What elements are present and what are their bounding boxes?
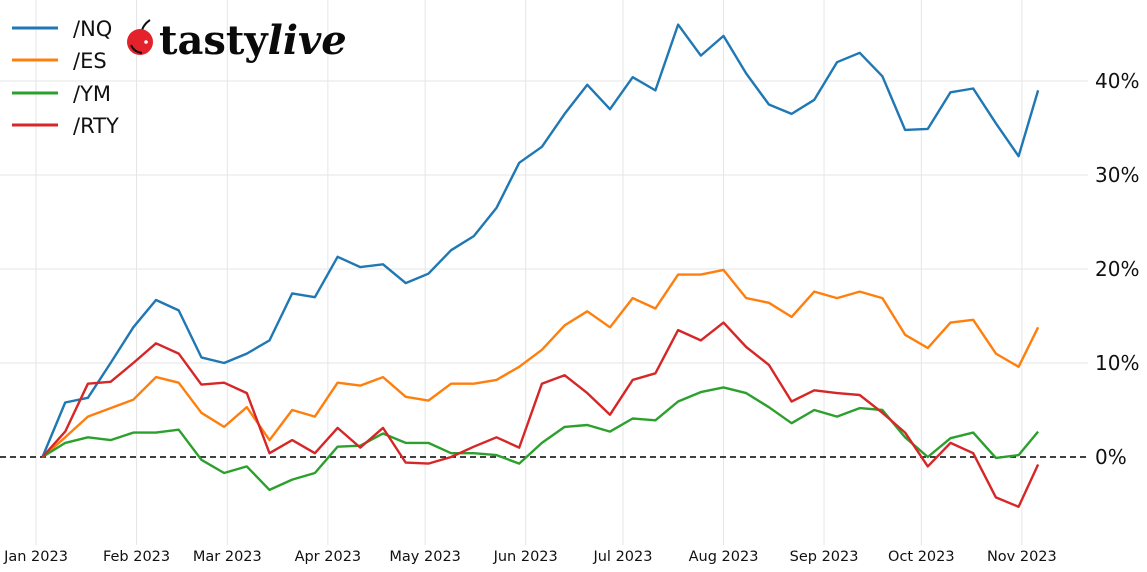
x-tick-label: Apr 2023 <box>295 549 362 565</box>
y-axis-ticks: 0% 10% 20% 30% 40% <box>1095 69 1139 469</box>
series-nq <box>41 23 1040 458</box>
x-tick-label: Jun 2023 <box>493 549 558 565</box>
series-line-nq <box>41 23 1040 458</box>
legend-item-nq: /NQ <box>12 17 112 41</box>
x-tick-label: May 2023 <box>389 549 461 565</box>
x-tick-label: Aug 2023 <box>689 549 759 565</box>
y-tick-label: 10% <box>1095 351 1139 375</box>
series-line-rty <box>41 321 1040 508</box>
cherry-icon <box>127 19 153 55</box>
series-line-ym <box>41 386 1040 492</box>
x-axis-ticks: Jan 2023 Feb 2023 Mar 2023 Apr 2023 May 2023… <box>3 549 1057 565</box>
legend-label-nq: /NQ <box>73 17 112 41</box>
series-line-es <box>41 268 1040 458</box>
legend: /NQ /ES /YM /RTY <box>12 17 119 138</box>
legend-item-es: /ES <box>12 49 107 73</box>
legend-item-rty: /RTY <box>12 114 119 138</box>
y-tick-label: 0% <box>1095 445 1127 469</box>
x-tick-label: Feb 2023 <box>103 549 170 565</box>
series-lines <box>41 23 1040 508</box>
y-tick-label: 20% <box>1095 257 1139 281</box>
legend-label-ym: /YM <box>73 82 111 106</box>
series-ym <box>41 386 1040 492</box>
x-tick-label: Jan 2023 <box>3 549 68 565</box>
x-tick-label: Jul 2023 <box>592 549 652 565</box>
y-tick-label: 30% <box>1095 163 1139 187</box>
x-tick-label: Nov 2023 <box>987 549 1057 565</box>
legend-label-rty: /RTY <box>73 114 119 138</box>
legend-label-es: /ES <box>73 49 107 73</box>
x-tick-label: Oct 2023 <box>888 549 955 565</box>
logo-wordmark: tastylive <box>159 17 347 64</box>
y-tick-label: 40% <box>1095 69 1139 93</box>
legend-item-ym: /YM <box>12 82 111 106</box>
series-rty <box>41 321 1040 508</box>
series-es <box>41 268 1040 458</box>
x-tick-label: Sep 2023 <box>790 549 859 565</box>
tastylive-logo: tastylive <box>127 17 347 64</box>
x-tick-label: Mar 2023 <box>193 549 262 565</box>
